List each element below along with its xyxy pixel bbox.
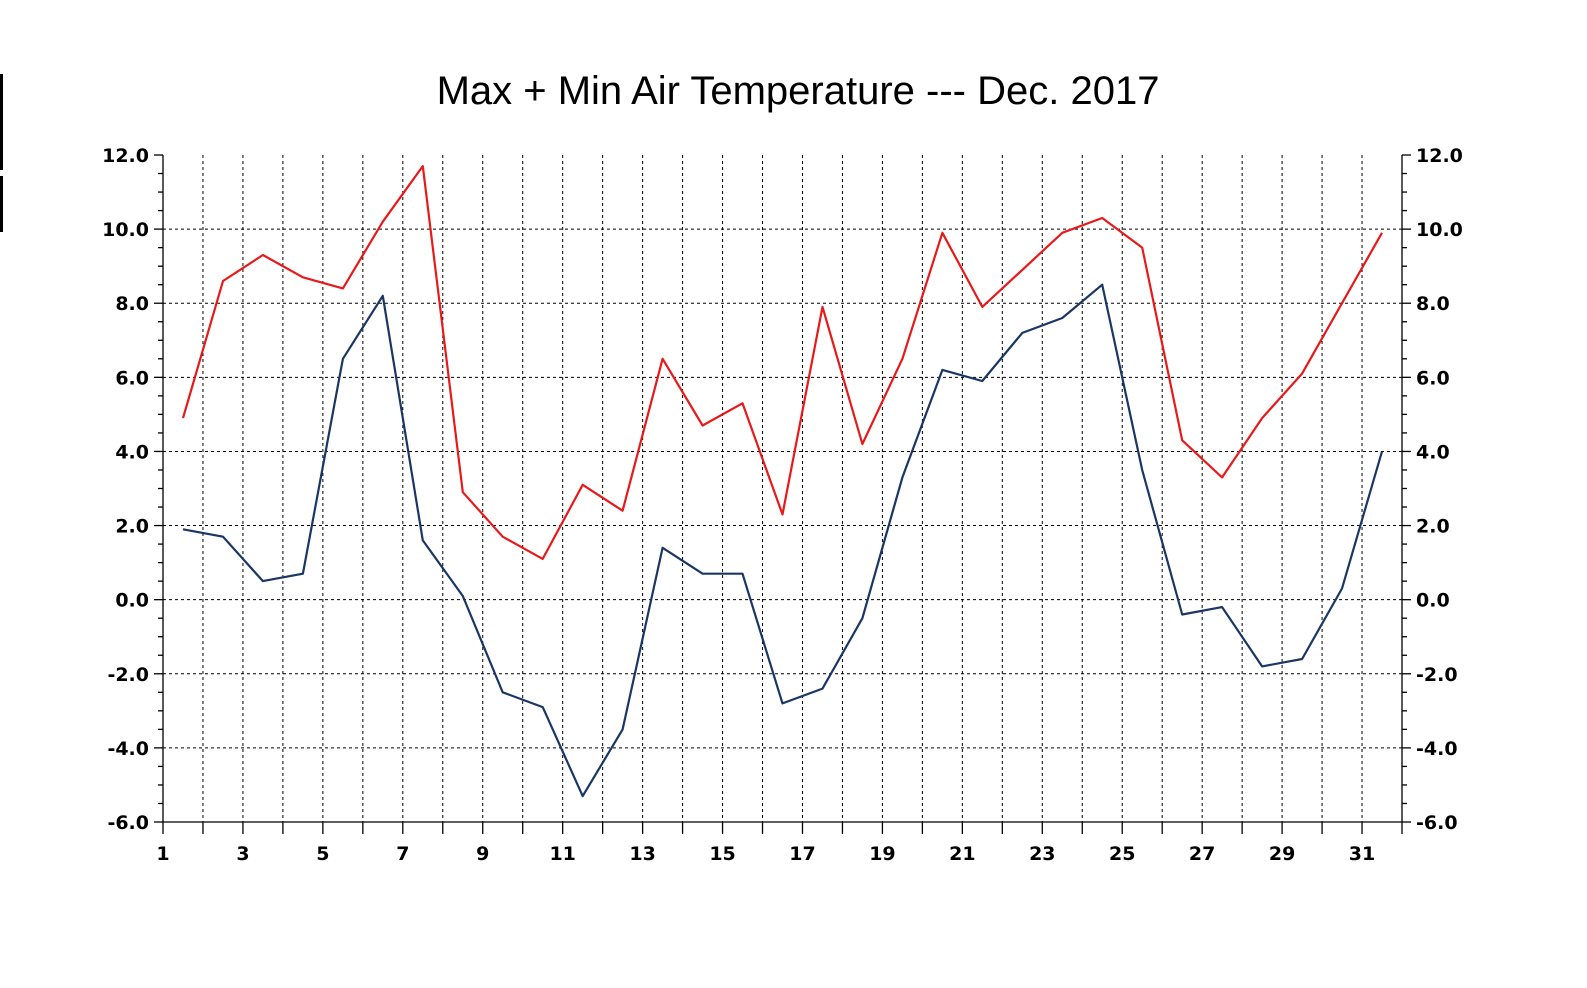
left-edge-mark-bottom: [0, 176, 3, 232]
series-line-min: [182, 283, 1384, 798]
y-tick-label-left: -2.0: [107, 664, 149, 686]
y-tick-label-left: 6.0: [115, 367, 149, 389]
chart-title: Max + Min Air Temperature --- Dec. 2017: [437, 69, 1160, 113]
x-tick-label: 29: [1269, 843, 1295, 865]
series-line-max: [181, 165, 1383, 561]
y-tick-label-left: 10.0: [102, 219, 149, 241]
y-tick-label-right: 2.0: [1416, 516, 1450, 538]
x-tick-label: 15: [709, 843, 735, 865]
y-tick-label-right: 12.0: [1416, 145, 1463, 167]
y-tick-label-right: 0.0: [1416, 590, 1450, 612]
x-tick-label: 3: [236, 843, 249, 865]
x-tick-label: 7: [396, 843, 409, 865]
x-tick-label: 31: [1349, 843, 1375, 865]
x-tick-label: 21: [949, 843, 975, 865]
y-tick-label-right: 6.0: [1416, 367, 1450, 389]
x-tick-label: 19: [869, 843, 895, 865]
y-tick-label-left: 8.0: [115, 293, 149, 315]
axes: [154, 154, 1411, 834]
left-edge-mark-top: [0, 74, 3, 170]
x-tick-label: 17: [789, 843, 815, 865]
y-tick-label-right: -4.0: [1416, 738, 1458, 760]
y-tick-label-right: 4.0: [1416, 441, 1450, 463]
y-tick-label-right: 8.0: [1416, 293, 1450, 315]
y-tick-label-left: -6.0: [107, 812, 149, 834]
y-tick-label-right: -6.0: [1416, 812, 1458, 834]
y-tick-label-left: 4.0: [115, 441, 149, 463]
tick-labels: -6.0 -6.0 -4.0 -4.0 -2.0 -2.0 0.0 0.0 2.0 2.0 4.0 4…: [102, 145, 1463, 865]
grid-lines: [163, 155, 1402, 822]
x-tick-label: 5: [316, 843, 329, 865]
x-tick-label: 13: [629, 843, 655, 865]
x-tick-label: 25: [1109, 843, 1135, 865]
y-tick-label-left: 0.0: [115, 590, 149, 612]
x-tick-label: 11: [549, 843, 575, 865]
y-tick-label-left: 12.0: [102, 145, 149, 167]
y-tick-label-left: -4.0: [107, 738, 149, 760]
y-tick-label-left: 2.0: [115, 516, 149, 538]
y-tick-label-right: -2.0: [1416, 664, 1458, 686]
series-lines: [181, 165, 1384, 798]
y-tick-label-right: 10.0: [1416, 219, 1463, 241]
x-tick-label: 1: [156, 843, 169, 865]
x-tick-label: 9: [476, 843, 489, 865]
x-tick-label: 23: [1029, 843, 1055, 865]
x-tick-label: 27: [1189, 843, 1215, 865]
